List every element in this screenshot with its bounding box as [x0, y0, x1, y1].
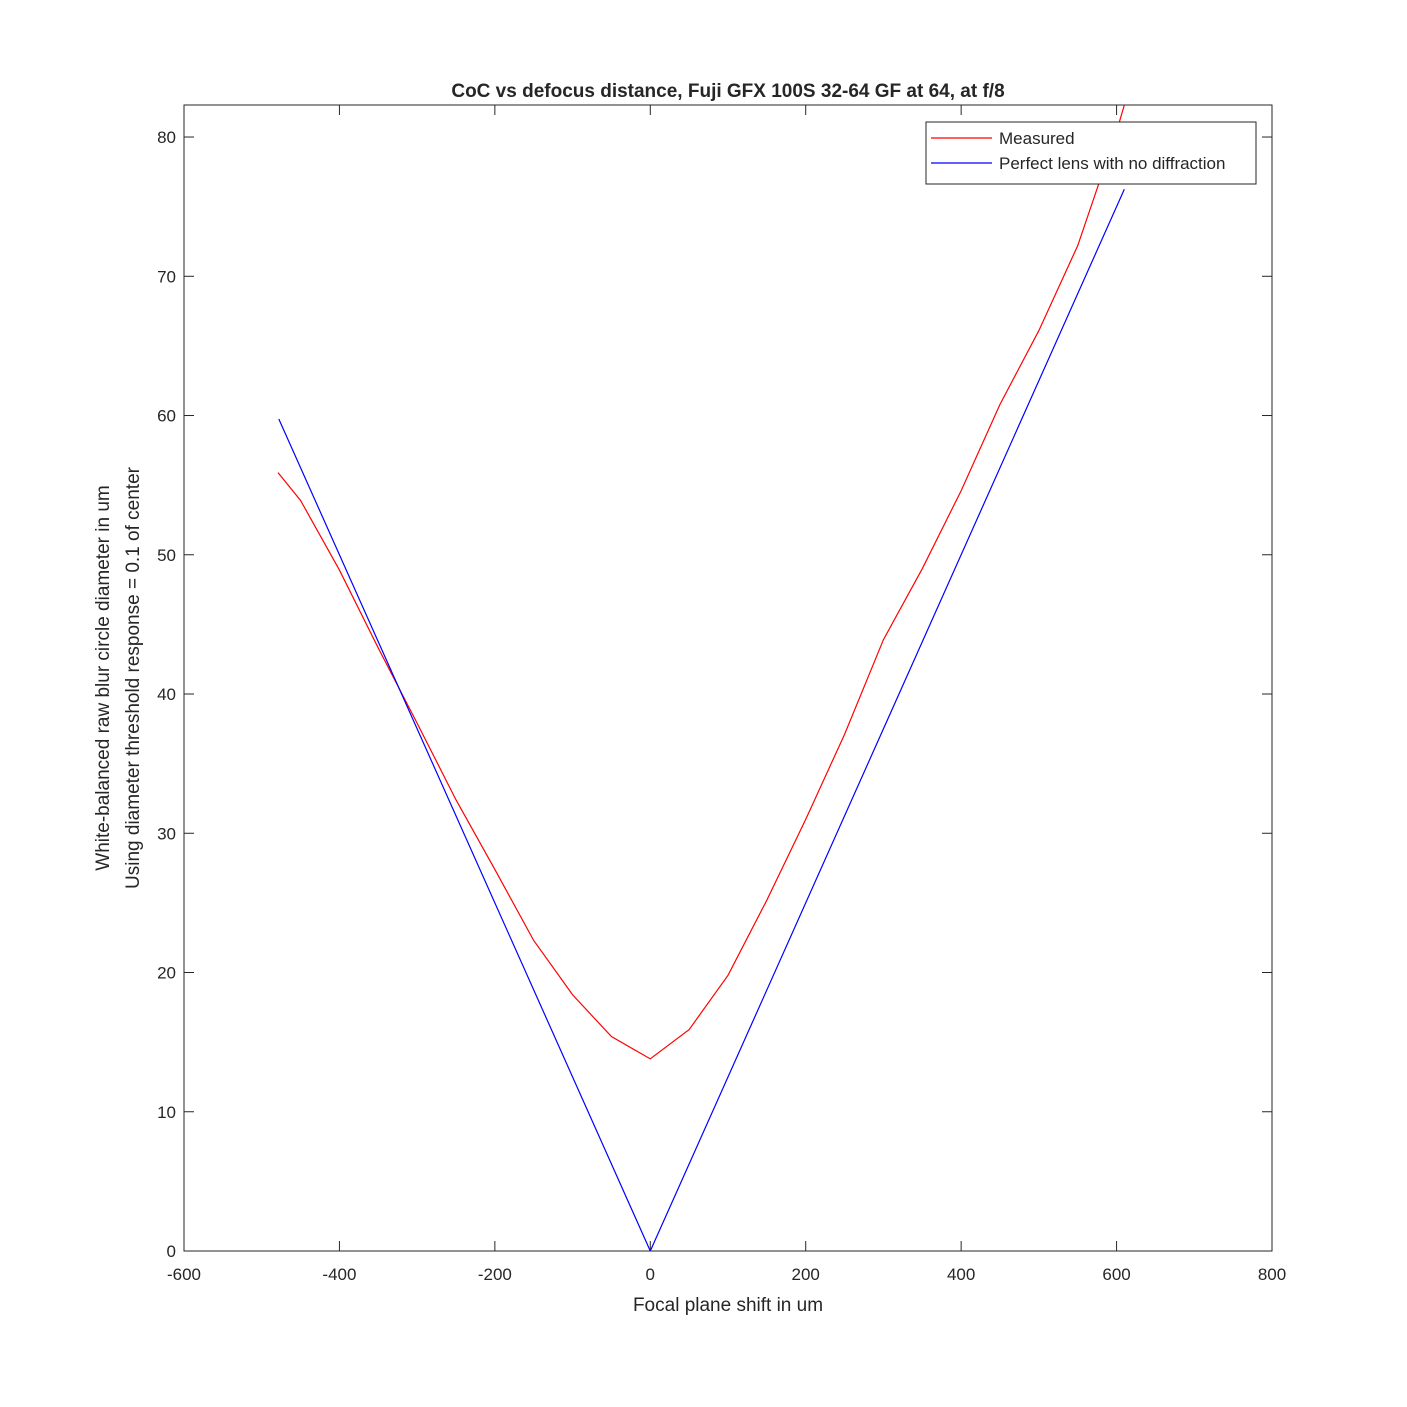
x-tick-label: -600	[167, 1265, 201, 1284]
x-tick-label: 800	[1258, 1265, 1286, 1284]
y-axis-label: White-balanced raw blur circle diameter …	[93, 485, 114, 870]
x-tick-label: 600	[1102, 1265, 1130, 1284]
y-tick-label: 70	[157, 267, 176, 286]
y-axis-label: Using diameter threshold response = 0.1 …	[123, 466, 144, 889]
plot-area	[183, 104, 1273, 1252]
y-tick-label: 40	[157, 685, 176, 704]
y-tick-label: 60	[157, 407, 176, 426]
y-tick-label: 10	[157, 1103, 176, 1122]
chart-title: CoC vs defocus distance, Fuji GFX 100S 3…	[451, 81, 1004, 102]
x-tick-label: -200	[478, 1265, 512, 1284]
x-tick-label: 200	[792, 1265, 820, 1284]
series-line	[278, 188, 1125, 1251]
legend-label: Measured	[999, 129, 1075, 148]
y-tick-label: 20	[157, 964, 176, 983]
y-tick-label: 30	[157, 824, 176, 843]
series-line	[277, 105, 1125, 1060]
x-tick-label: 400	[947, 1265, 975, 1284]
legend-box	[925, 121, 1257, 185]
y-tick-label: 80	[157, 128, 176, 147]
y-tick-label: 50	[157, 546, 176, 565]
x-axis-label: Focal plane shift in um	[633, 1295, 823, 1316]
x-tick-label: 0	[646, 1265, 655, 1284]
x-tick-label: -400	[322, 1265, 356, 1284]
legend-label: Perfect lens with no diffraction	[999, 154, 1225, 173]
y-tick-label: 0	[167, 1242, 176, 1261]
